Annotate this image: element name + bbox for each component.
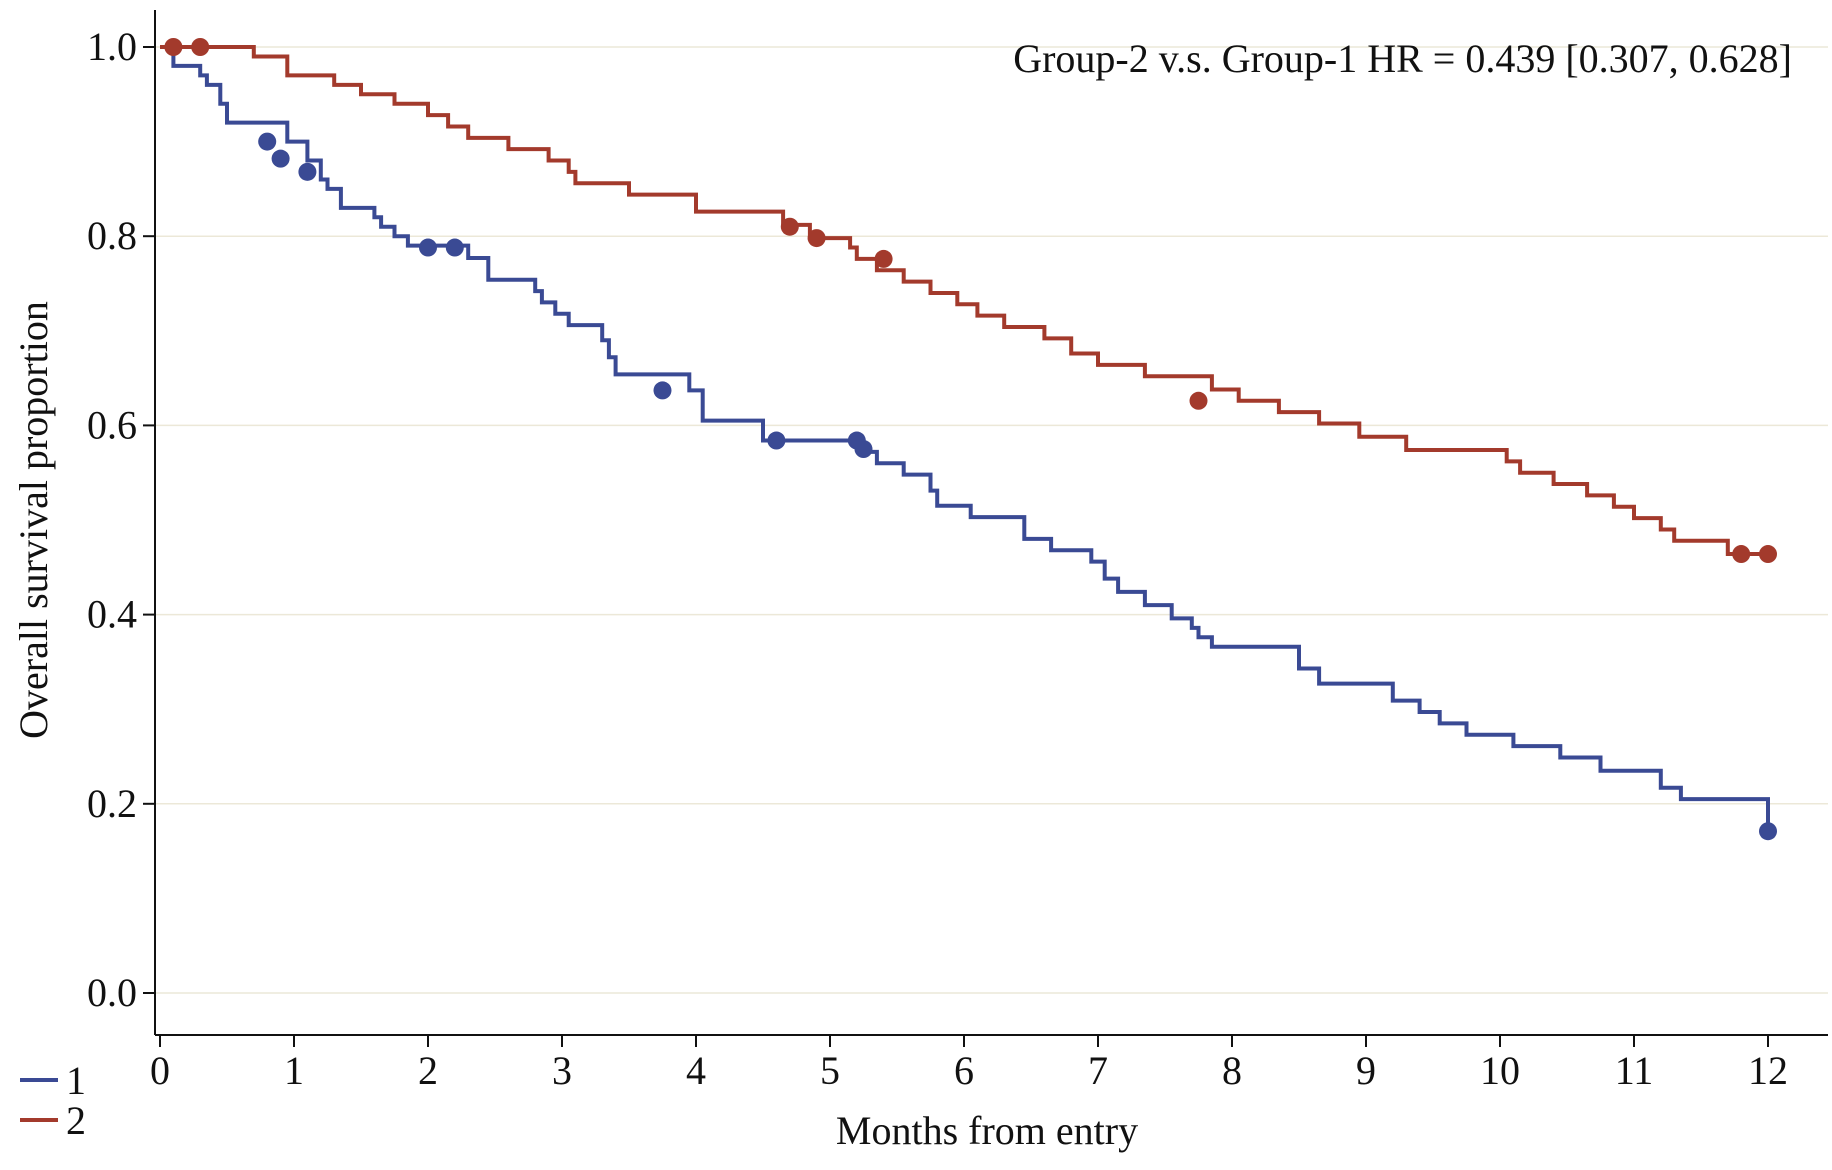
- censor-marker-1: [767, 431, 786, 450]
- x-tick-label: 12: [1748, 1048, 1788, 1093]
- y-tick-label: 0.8: [87, 213, 137, 258]
- y-tick-label: 0.6: [87, 402, 137, 447]
- censor-marker-1: [445, 238, 464, 257]
- x-tick-label: 7: [1088, 1048, 1108, 1093]
- censor-marker-2: [1732, 545, 1751, 564]
- censor-marker-2: [1189, 391, 1208, 410]
- series-line-1: [160, 45, 1770, 832]
- censor-marker-1: [1759, 822, 1777, 841]
- x-axis-title: Months from entry: [836, 1108, 1138, 1153]
- x-tick-label: 10: [1480, 1048, 1520, 1093]
- x-tick-label: 1: [284, 1048, 304, 1093]
- x-tick-label: 5: [820, 1048, 840, 1093]
- censor-marker-1: [298, 162, 317, 181]
- legend-label-1: 1: [66, 1058, 86, 1103]
- y-tick-label: 0.0: [87, 970, 137, 1015]
- gridlines: [155, 46, 1828, 994]
- censor-marker-2: [1759, 545, 1777, 564]
- x-tick-label: 2: [418, 1048, 438, 1093]
- y-tick-label: 1.0: [87, 24, 137, 69]
- hazard-ratio-annotation: Group-2 v.s. Group-1 HR = 0.439 [0.307, …: [1013, 36, 1792, 81]
- censor-marker-1: [854, 440, 873, 459]
- y-ticks: 0.0 0.2 0.4 0.6 0.8 1.0: [87, 24, 155, 1015]
- y-tick-label: 0.2: [87, 781, 137, 826]
- censor-marker-1: [653, 381, 672, 400]
- censor-marker-2: [780, 217, 799, 236]
- y-tick-label: 0.4: [87, 592, 137, 637]
- censor-marker-2: [807, 229, 826, 248]
- legend: 1 2: [20, 1058, 86, 1143]
- series-lines: [160, 45, 1770, 832]
- x-tick-label: 6: [954, 1048, 974, 1093]
- x-tick-label: 0: [150, 1048, 170, 1093]
- censor-marker-2: [164, 38, 183, 56]
- y-axis-title: Overall survival proportion: [11, 301, 56, 739]
- x-tick-label: 4: [686, 1048, 706, 1093]
- axes: [154, 10, 1828, 1036]
- censor-marker-2: [191, 38, 210, 56]
- x-ticks: 0 1 2 3 4 5 6 7 8 9 10 11 12: [150, 1035, 1788, 1093]
- x-tick-label: 9: [1356, 1048, 1376, 1093]
- censor-markers: [164, 38, 1777, 841]
- censor-marker-1: [271, 149, 290, 168]
- series-line-2: [160, 45, 1768, 557]
- x-tick-label: 8: [1222, 1048, 1242, 1093]
- x-tick-label: 3: [552, 1048, 572, 1093]
- censor-marker-1: [419, 238, 437, 257]
- legend-label-2: 2: [66, 1098, 86, 1143]
- censor-marker-2: [874, 249, 893, 268]
- x-tick-label: 11: [1615, 1048, 1654, 1093]
- censor-marker-1: [258, 132, 277, 151]
